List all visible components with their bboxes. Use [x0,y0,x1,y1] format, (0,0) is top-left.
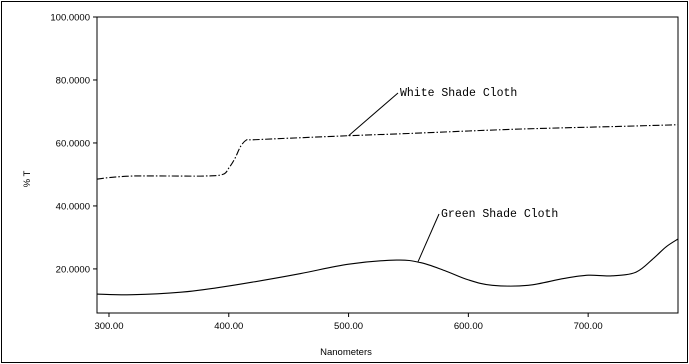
annotation-green-shade-cloth: Green Shade Cloth [441,208,558,221]
green-shade-cloth-line [96,238,679,296]
y-tick-label: 80.0000 [56,75,90,86]
y-tick-label: 40.0000 [56,201,90,212]
y-tick-label: 100.0000 [50,13,90,24]
x-tick-label: 600.00 [454,321,483,332]
x-tick-label: 700.00 [574,321,603,332]
annotation-leader-line [348,92,399,137]
y-tick-label: 20.0000 [56,264,90,275]
y-axis-label: % T [22,170,33,187]
annotation-white-shade-cloth: White Shade Cloth [400,87,517,100]
annotation-leader-line [417,213,440,262]
x-axis-label: Nanometers [320,347,372,358]
white-shade-cloth-line [96,124,679,180]
y-tick-label: 60.0000 [56,138,90,149]
x-tick-label: 500.00 [334,321,363,332]
plot-area-frame [96,16,679,314]
x-tick-label: 300.00 [94,321,123,332]
x-tick-label: 400.00 [214,321,243,332]
